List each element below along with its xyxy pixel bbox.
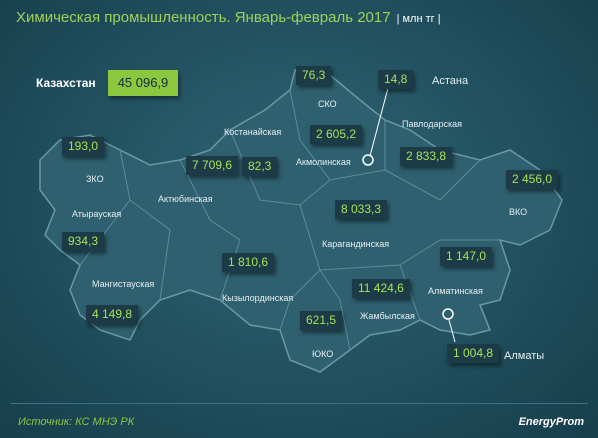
region-name: СКО [318,99,337,109]
region-value: 1 147,0 [440,247,493,266]
region-value: 11 424,6 [352,279,410,298]
almaty-marker [442,308,454,320]
region-name: Актюбинская [158,194,213,204]
region-name: Павлодарская [402,119,462,129]
unit: | млн тг | [396,13,441,25]
total-value: 45 096,9 [108,70,178,96]
region-name: Алматинская [428,286,483,296]
total-label: Казахстан [36,76,96,90]
region-name: Астана [432,75,469,87]
region-value: 4 149,8 [86,305,139,324]
region-value: 934,3 [62,232,105,251]
title: Химическая промышленность. Январь-феврал… [16,9,441,26]
footer-line [10,403,588,404]
region-value: 1 810,6 [222,253,275,272]
region-name: Карагандинская [322,239,390,249]
region-name: ВКО [509,207,528,217]
source: Источник: КС МНЭ РК [18,416,135,428]
region-value: 1 004,8 [447,344,500,363]
title-text: Химическая промышленность. Январь-феврал… [16,9,391,26]
region-name: ЗКО [86,174,104,184]
astana-marker [362,154,374,166]
region-name: Жамбылская [360,311,415,321]
region-name: Акмолинская [296,157,351,167]
region-value: 2 456,0 [506,170,559,189]
region-value: 8 033,3 [335,200,388,219]
region-name: Мангистауская [92,279,155,289]
region-value: 2 605,2 [310,125,363,144]
region-value: 82,3 [242,157,278,176]
pointer-line [448,319,456,343]
country-shape [39,69,563,373]
region-value: 193,0 [62,137,105,156]
region-name: ЮКО [312,349,334,359]
region-name: Костанайская [224,127,282,137]
region-value: 621,5 [300,311,343,330]
region-value: 14,8 [378,70,414,89]
region-value: 76,3 [296,66,332,85]
pointer-line [369,87,389,157]
region-value: 2 833,8 [400,147,453,166]
region-value: 7 709,6 [186,156,239,175]
region-name: Алматы [504,350,545,362]
brand: EnergyProm [518,416,584,428]
region-name: Кызылординская [222,293,294,303]
region-name: Атырауская [72,209,122,219]
